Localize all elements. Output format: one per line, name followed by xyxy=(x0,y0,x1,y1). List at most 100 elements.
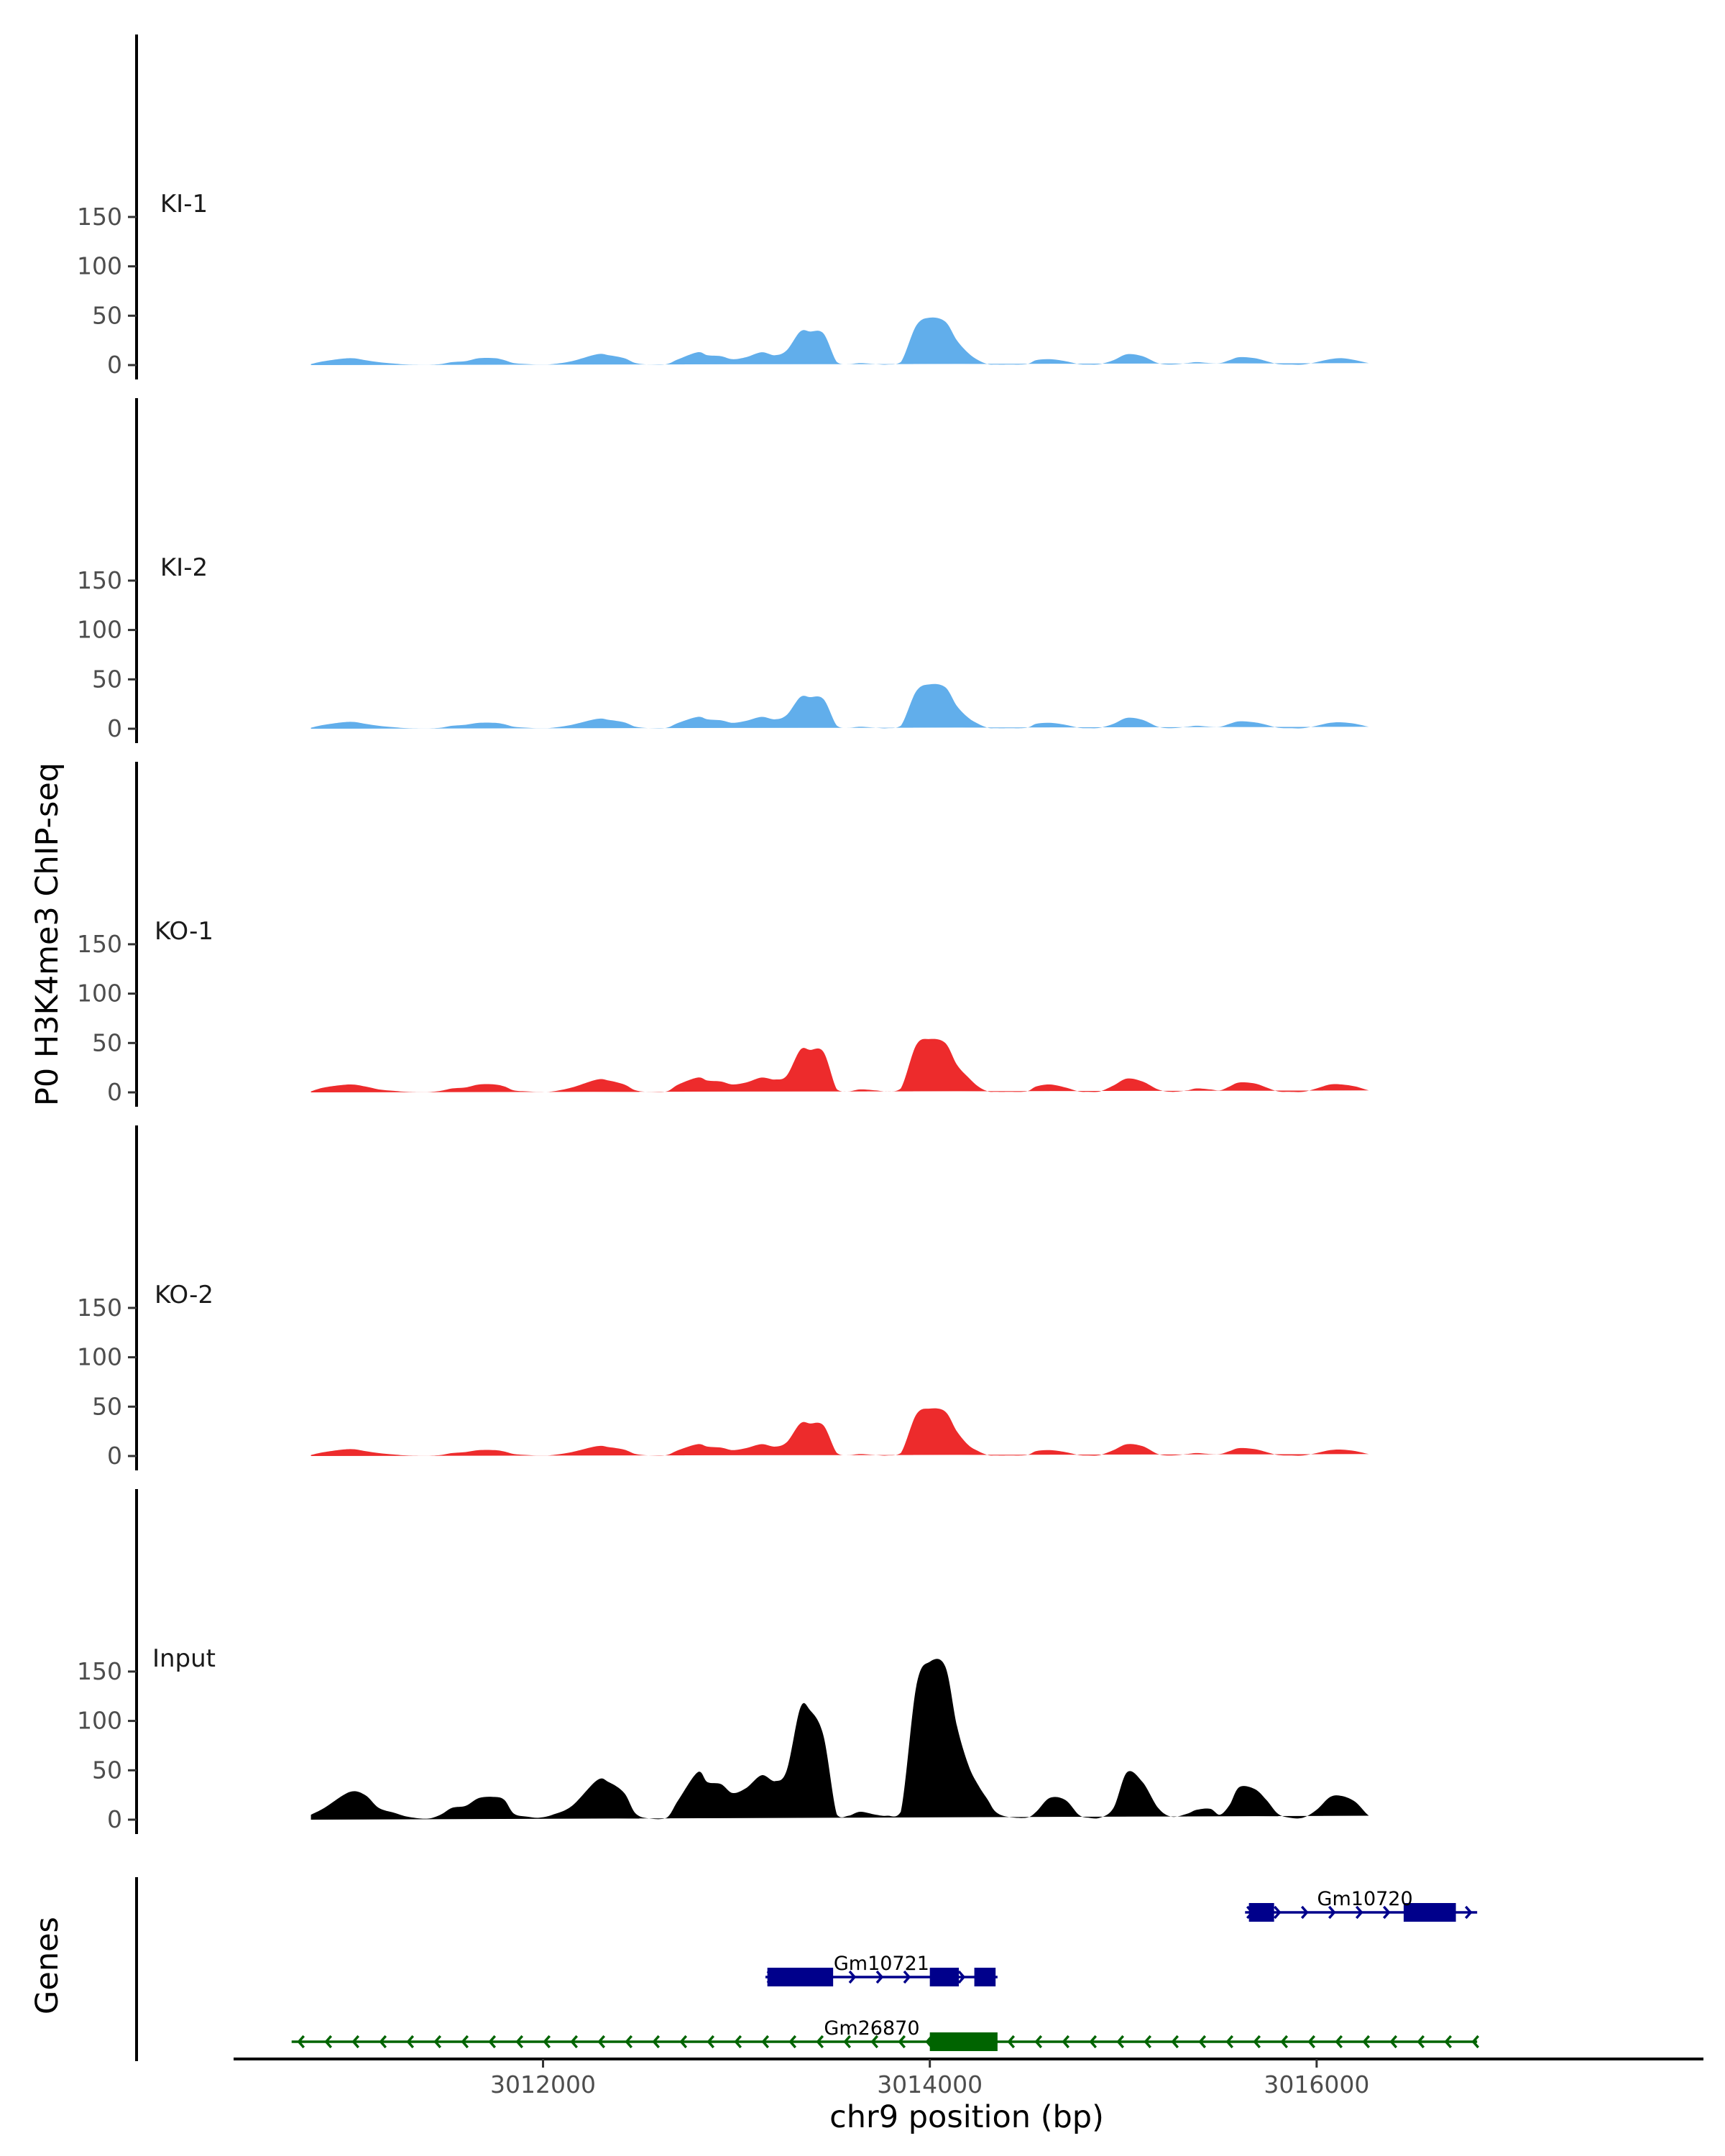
gene-label: Gm10721 xyxy=(834,1953,929,1975)
gene-label: Gm10720 xyxy=(1317,1888,1413,1910)
y-tick-label: 0 xyxy=(107,1805,122,1833)
strand-arrow xyxy=(1355,1905,1363,1920)
y-tick-label: 50 xyxy=(92,1392,122,1420)
strand-arrow xyxy=(297,2035,305,2049)
strand-arrow xyxy=(1328,1905,1336,1920)
track-ki-2: 0 50 100 150 KI-2 xyxy=(77,398,1369,743)
y-tick-label: 50 xyxy=(92,301,122,329)
strand-arrow xyxy=(1335,2035,1343,2049)
y-tick-label: 150 xyxy=(77,1657,122,1685)
y-tick-label: 0 xyxy=(107,1078,122,1106)
strand-arrow xyxy=(488,2035,497,2049)
coverage-area xyxy=(310,683,1369,729)
exon-block xyxy=(929,2032,998,2051)
gene-label: Gm26870 xyxy=(824,2017,919,2040)
strand-arrow xyxy=(734,2035,742,2049)
gene-gm10721: Gm10721 xyxy=(765,1953,998,1986)
gene-gm10720: Gm10720 xyxy=(1245,1888,1478,1922)
strand-arrow xyxy=(1471,2035,1480,2049)
track-label: KO-2 xyxy=(155,1281,213,1309)
strand-arrow xyxy=(597,2035,606,2049)
strand-arrow xyxy=(1389,2035,1398,2049)
coverage-area xyxy=(310,1038,1369,1092)
y-tick-label: 50 xyxy=(92,665,122,693)
exon-block xyxy=(1248,1903,1274,1922)
strand-arrow xyxy=(433,2035,442,2049)
y-tick-label: 100 xyxy=(77,616,122,644)
strand-arrow xyxy=(1116,2035,1125,2049)
strand-arrow xyxy=(515,2035,524,2049)
genes-axis-title: Genes xyxy=(29,1917,65,2014)
track-ki-1: 0 50 100 150 KI-1 xyxy=(77,34,1369,379)
strand-arrow xyxy=(1362,2035,1371,2049)
x-tick-label: 3012000 xyxy=(490,2070,596,2099)
strand-arrow xyxy=(625,2035,633,2049)
x-tick-label: 3016000 xyxy=(1264,2070,1369,2099)
y-tick-label: 150 xyxy=(77,203,122,231)
y-tick-label: 100 xyxy=(77,252,122,280)
coverage-area xyxy=(310,1659,1369,1820)
strand-arrow xyxy=(324,2035,333,2049)
strand-arrow xyxy=(1300,1905,1309,1920)
y-tick-label: 50 xyxy=(92,1756,122,1784)
strand-arrow xyxy=(1382,1905,1391,1920)
strand-arrow xyxy=(679,2035,688,2049)
y-tick-label: 150 xyxy=(77,1294,122,1322)
y-tick-label: 0 xyxy=(107,351,122,379)
exon-block xyxy=(1403,1903,1456,1922)
y-tick-label: 100 xyxy=(77,980,122,1008)
strand-arrow xyxy=(1307,2035,1316,2049)
gene-gm26870: Gm26870 xyxy=(291,2017,1480,2051)
x-axis-title: chr9 position (bp) xyxy=(829,2099,1104,2135)
y-tick-label: 150 xyxy=(77,566,122,594)
y-tick-label: 150 xyxy=(77,930,122,958)
strand-arrow xyxy=(379,2035,387,2049)
strand-arrow xyxy=(898,2035,906,2049)
strand-arrow xyxy=(875,1970,884,1984)
strand-arrow xyxy=(652,2035,661,2049)
strand-arrow xyxy=(1253,2035,1261,2049)
track-label: Input xyxy=(152,1644,216,1673)
strand-arrow xyxy=(1444,2035,1453,2049)
strand-arrow xyxy=(406,2035,415,2049)
strand-arrow xyxy=(351,2035,360,2049)
y-tick-label: 50 xyxy=(92,1028,122,1056)
strand-arrow xyxy=(870,2035,879,2049)
track-label: KI-2 xyxy=(160,553,208,582)
strand-arrow xyxy=(543,2035,551,2049)
x-axis: 3012000 3014000 3016000 xyxy=(234,2058,1703,2099)
strand-arrow xyxy=(1034,2035,1043,2049)
strand-arrow xyxy=(761,2035,770,2049)
y-axis-title: P0 H3K4me3 ChIP-seq xyxy=(29,763,65,1106)
strand-arrow xyxy=(816,2035,824,2049)
strand-arrow xyxy=(1089,2035,1098,2049)
track-label: KI-1 xyxy=(160,190,208,218)
y-tick-label: 100 xyxy=(77,1707,122,1735)
strand-arrow xyxy=(1198,2035,1207,2049)
track-ko-2: 0 50 100 150 KO-2 xyxy=(77,1125,1369,1470)
y-tick-label: 0 xyxy=(107,1442,122,1470)
track-label: KO-1 xyxy=(155,917,213,946)
coverage-area xyxy=(310,1408,1369,1456)
strand-arrow xyxy=(1062,2035,1070,2049)
strand-arrow xyxy=(570,2035,579,2049)
coverage-area xyxy=(310,317,1369,365)
y-tick-label: 100 xyxy=(77,1343,122,1371)
exon-block xyxy=(974,1968,996,1986)
strand-arrow xyxy=(848,1970,857,1984)
y-tick-label: 0 xyxy=(107,714,122,742)
strand-arrow xyxy=(1280,2035,1289,2049)
genes-panel: Gm10720 Gm10721 Gm26870 xyxy=(135,1877,1480,2061)
strand-arrow xyxy=(843,2035,852,2049)
track-ko-1: 0 50 100 150 KO-1 xyxy=(77,762,1369,1107)
strand-arrow xyxy=(707,2035,715,2049)
strand-arrow xyxy=(1007,2035,1016,2049)
strand-arrow xyxy=(788,2035,797,2049)
x-tick-label: 3014000 xyxy=(877,2070,983,2099)
strand-arrow xyxy=(957,1970,966,1984)
strand-arrow xyxy=(1171,2035,1179,2049)
strand-arrow xyxy=(1144,2035,1152,2049)
strand-arrow xyxy=(1273,1905,1282,1920)
